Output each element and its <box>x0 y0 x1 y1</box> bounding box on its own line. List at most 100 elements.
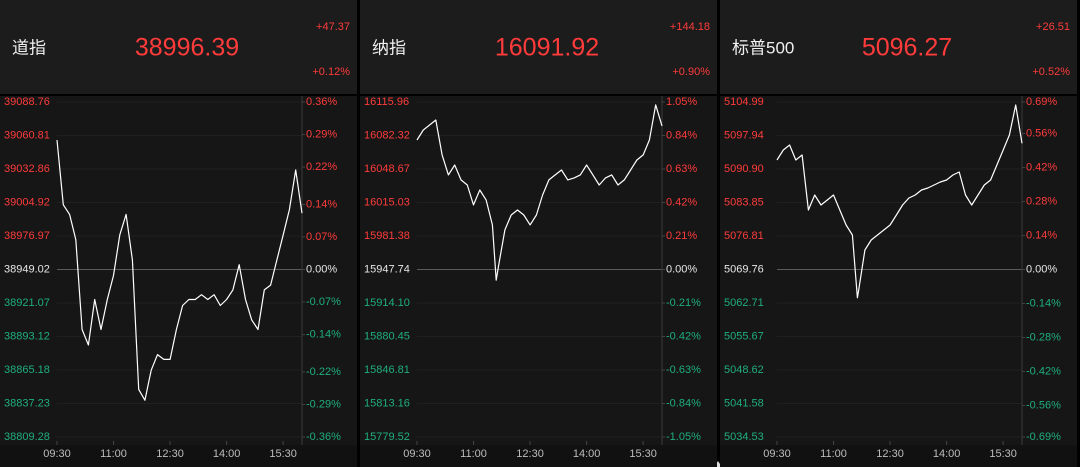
y2-tick-label: 0.00% <box>306 263 337 275</box>
price-line <box>56 140 303 401</box>
y2-tick-label: -0.14% <box>306 329 341 341</box>
y2-tick-label: -0.22% <box>306 366 341 378</box>
y-tick-label: 38837.23 <box>4 397 50 409</box>
y2-tick-label: -0.84% <box>666 397 701 409</box>
y-tick-label: 38809.28 <box>4 431 50 443</box>
index-name: 纳指 <box>372 38 406 57</box>
x-tick-label: 14:00 <box>933 448 961 460</box>
y-tick-label: 5062.71 <box>724 297 764 309</box>
y-tick-label: 38921.07 <box>4 297 50 309</box>
y-tick-label: 38893.12 <box>4 330 50 342</box>
y-tick-label: 5083.85 <box>724 196 764 208</box>
y2-tick-label: 0.42% <box>1026 161 1057 173</box>
y2-tick-label: 0.14% <box>1026 229 1057 241</box>
y2-tick-label: 0.84% <box>666 129 697 141</box>
index-change: +144.18 <box>670 21 710 33</box>
plot-panel <box>360 96 717 445</box>
plot-panel <box>0 96 357 445</box>
y2-tick-label: 0.69% <box>1026 96 1057 108</box>
y2-tick-label: 0.28% <box>1026 195 1057 207</box>
x-tick-label: 12:30 <box>156 448 184 460</box>
y2-tick-label: 1.05% <box>666 96 697 108</box>
price-line <box>776 104 1023 299</box>
index-change-pct: +0.90% <box>672 66 710 78</box>
x-tick-label: 11:00 <box>820 448 847 460</box>
index-price: 38996.39 <box>135 34 239 62</box>
x-tick-label: 14:00 <box>213 448 241 460</box>
x-tick-label: 09:30 <box>763 448 791 460</box>
x-tick-label: 11:00 <box>460 448 487 460</box>
y-tick-label: 5041.58 <box>724 397 764 409</box>
y2-tick-label: 0.42% <box>666 196 697 208</box>
plot-panel <box>720 96 1077 445</box>
y-tick-label: 39060.81 <box>4 129 50 141</box>
index-name: 道指 <box>12 38 46 57</box>
y2-tick-label: -0.63% <box>666 364 701 376</box>
y-tick-label: 5076.81 <box>724 230 764 242</box>
y-tick-label: 38949.02 <box>4 263 50 275</box>
index-change: +26.51 <box>1036 21 1070 33</box>
x-tick-label: 11:00 <box>100 448 127 460</box>
y2-tick-label: -0.69% <box>1026 431 1061 443</box>
x-tick-label: 14:00 <box>573 448 601 460</box>
y2-tick-label: 0.21% <box>666 230 697 242</box>
y2-tick-label: 0.14% <box>306 198 337 210</box>
y2-tick-label: -0.21% <box>666 297 701 309</box>
y-tick-label: 15880.45 <box>364 330 410 342</box>
y-tick-label: 16015.03 <box>364 196 410 208</box>
x-axis-panel <box>720 445 1077 467</box>
y-tick-label: 15813.16 <box>364 397 410 409</box>
index-price: 16091.92 <box>495 34 599 62</box>
y-tick-label: 39004.92 <box>4 196 50 208</box>
y-tick-label: 5069.76 <box>724 263 764 275</box>
y-tick-label: 15846.81 <box>364 364 410 376</box>
header-panel <box>720 0 1077 94</box>
y-tick-label: 5104.99 <box>724 96 764 108</box>
y-tick-label: 15779.52 <box>364 431 410 443</box>
y-tick-label: 16048.67 <box>364 163 410 175</box>
price-line <box>416 104 663 281</box>
x-tick-label: 15:30 <box>269 448 297 460</box>
y2-tick-label: 0.63% <box>666 163 697 175</box>
y2-tick-label: -0.14% <box>1026 297 1061 309</box>
x-axis-panel <box>360 445 717 467</box>
y2-tick-label: 0.00% <box>1026 263 1057 275</box>
y-tick-label: 5048.62 <box>724 364 764 376</box>
y2-tick-label: 0.29% <box>306 128 337 140</box>
y-tick-label: 15981.38 <box>364 230 410 242</box>
y-tick-label: 38976.97 <box>4 230 50 242</box>
y2-tick-label: -0.42% <box>666 330 701 342</box>
y2-tick-label: 0.22% <box>306 161 337 173</box>
y2-tick-label: -0.28% <box>1026 331 1061 343</box>
index-price: 5096.27 <box>862 34 952 62</box>
y-tick-label: 39088.76 <box>4 96 50 108</box>
y2-tick-label: -1.05% <box>666 431 701 443</box>
index-change-pct: +0.12% <box>312 66 350 78</box>
y-tick-label: 5055.67 <box>724 330 764 342</box>
y2-tick-label: 0.07% <box>306 231 337 243</box>
y2-tick-label: 0.56% <box>1026 127 1057 139</box>
y-tick-label: 16115.96 <box>364 96 409 108</box>
header-panel <box>360 0 717 94</box>
x-tick-label: 12:30 <box>876 448 904 460</box>
y2-tick-label: -0.42% <box>1026 365 1061 377</box>
index-change: +47.37 <box>316 21 350 33</box>
y-tick-label: 5097.94 <box>724 129 764 141</box>
y2-tick-label: 0.36% <box>306 96 337 108</box>
y-tick-label: 5034.53 <box>724 431 764 443</box>
y-tick-label: 5090.90 <box>724 163 764 175</box>
y-tick-label: 15914.10 <box>364 297 410 309</box>
x-axis-panel <box>0 445 357 467</box>
x-tick-label: 12:30 <box>516 448 544 460</box>
y2-tick-label: 0.00% <box>666 263 697 275</box>
x-tick-label: 09:30 <box>403 448 431 460</box>
y2-tick-label: -0.36% <box>306 431 341 443</box>
y-tick-label: 38865.18 <box>4 364 50 376</box>
y2-tick-label: -0.29% <box>306 398 341 410</box>
x-tick-label: 15:30 <box>629 448 657 460</box>
y-tick-label: 39032.86 <box>4 163 50 175</box>
y-tick-label: 16082.32 <box>364 129 410 141</box>
index-name: 标普500 <box>732 38 794 57</box>
x-tick-label: 15:30 <box>989 448 1017 460</box>
